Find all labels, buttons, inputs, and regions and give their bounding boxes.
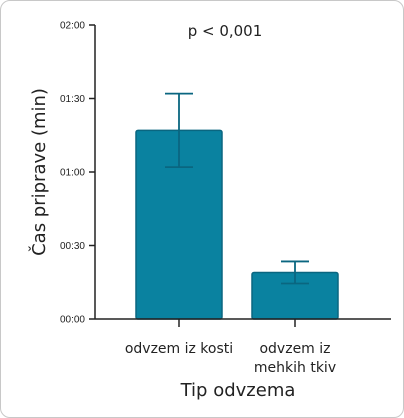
x-ticks-layer: odvzem iz kosti odvzem iz mehkih tkiv [125, 319, 336, 376]
y-tick-label-4: 02:00 [60, 21, 85, 32]
y-tick-label-1: 00:30 [60, 241, 85, 252]
x-tick-label-1: odvzem iz mehkih tkiv [254, 341, 336, 376]
y-tick-label-0: 00:00 [60, 315, 85, 326]
p-value-annotation: p < 0,001 [188, 22, 263, 40]
y-ticks-layer: 00:00 00:30 01:00 01:30 02:00 [60, 21, 95, 326]
y-axis-title: Čas priprave (min) [28, 88, 50, 256]
error-bars-layer [165, 92, 309, 285]
x-tick-label-0: odvzem iz kosti [125, 341, 233, 357]
x-axis-title: Tip odvzema [180, 380, 296, 401]
y-tick-label-3: 01:30 [60, 94, 85, 105]
bars-layer [135, 129, 339, 320]
y-tick-label-2: 01:00 [60, 168, 85, 179]
